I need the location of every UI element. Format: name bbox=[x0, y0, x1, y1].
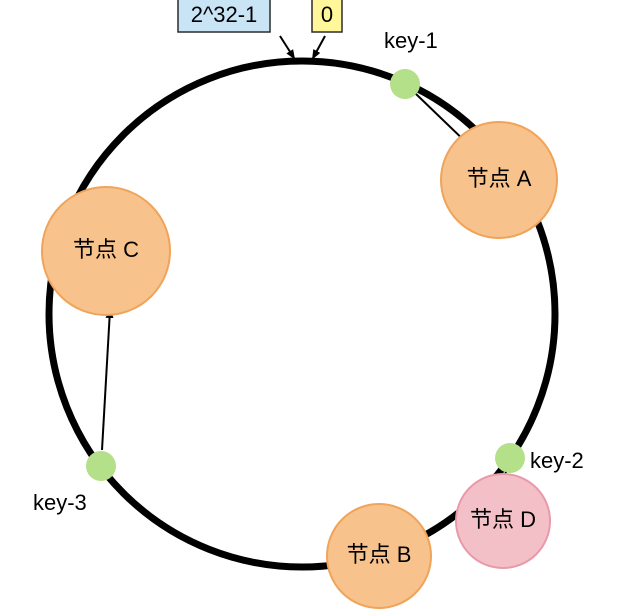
max-arrow bbox=[280, 36, 294, 58]
top-max-box: 2^32-1 bbox=[178, 0, 294, 58]
node-c-label: 节点 C bbox=[73, 237, 139, 262]
zero-label: 0 bbox=[321, 2, 333, 27]
top-zero-box: 0 bbox=[312, 0, 342, 58]
mapping-arrow-2 bbox=[102, 310, 110, 450]
key-2-label: key-2 bbox=[530, 448, 584, 473]
key-2-dot bbox=[495, 443, 525, 473]
key-1-label: key-1 bbox=[384, 28, 438, 53]
key-3-label: key-3 bbox=[33, 490, 87, 515]
max-label: 2^32-1 bbox=[191, 2, 258, 27]
node-b-label: 节点 B bbox=[347, 542, 412, 567]
key-1-dot bbox=[390, 69, 420, 99]
node-d-label: 节点 D bbox=[470, 507, 536, 532]
zero-arrow bbox=[313, 36, 325, 58]
key-3-dot bbox=[86, 451, 116, 481]
node-a-label: 节点 A bbox=[467, 166, 532, 191]
